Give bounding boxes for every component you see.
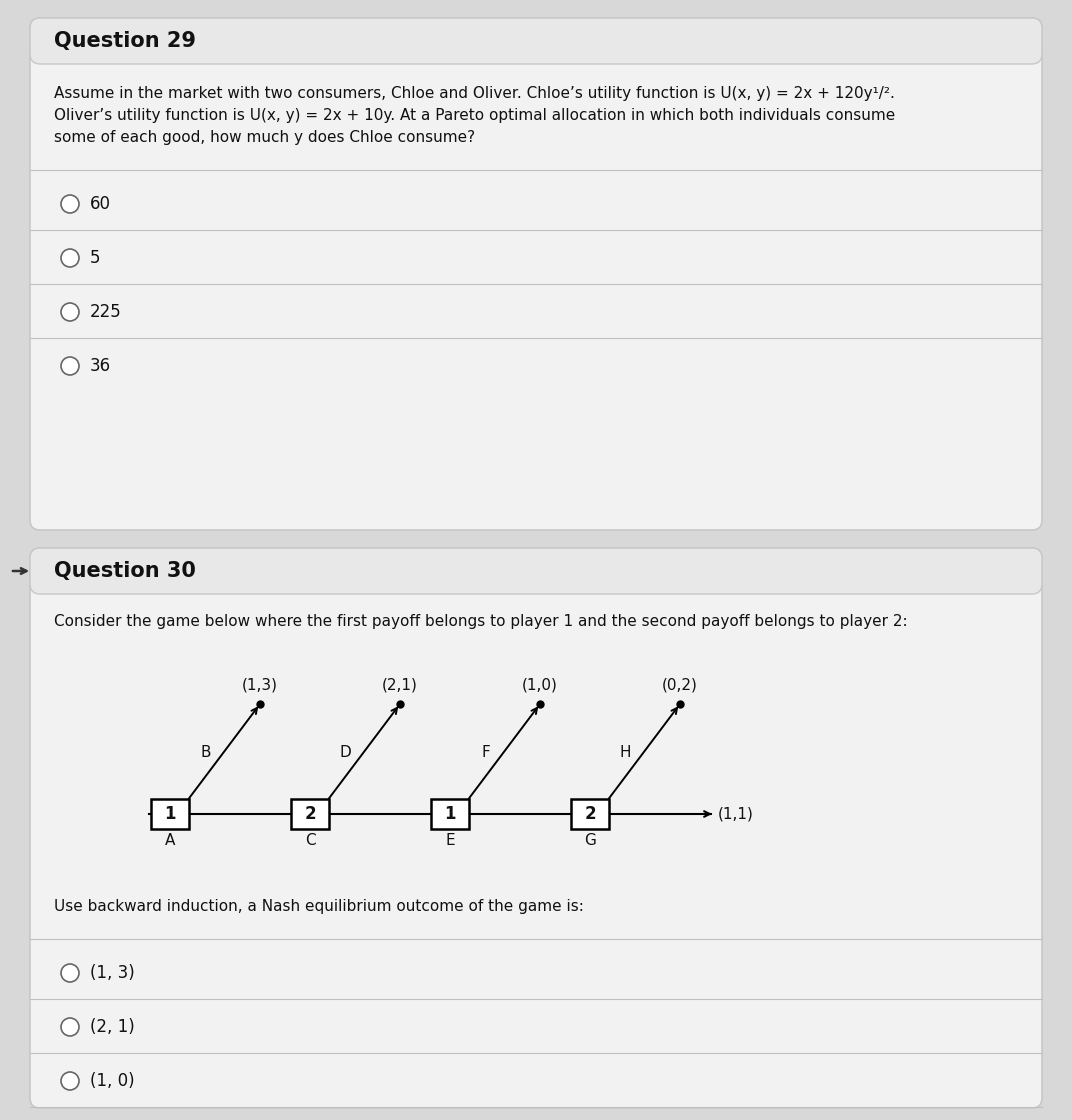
Text: 2: 2: [584, 805, 596, 823]
Text: Question 30: Question 30: [54, 561, 196, 581]
Text: (1,3): (1,3): [242, 676, 278, 692]
Text: E: E: [445, 833, 455, 848]
Circle shape: [61, 304, 79, 321]
Text: 2: 2: [304, 805, 316, 823]
Text: H: H: [620, 745, 631, 760]
Circle shape: [61, 1018, 79, 1036]
Text: 60: 60: [90, 195, 111, 213]
Text: (2,1): (2,1): [382, 676, 418, 692]
Text: G: G: [584, 833, 596, 848]
Circle shape: [61, 249, 79, 267]
Text: Oliver’s utility function is U(x, y) = 2x + 10y. At a Pareto optimal allocation : Oliver’s utility function is U(x, y) = 2…: [54, 108, 895, 123]
Text: (0,2): (0,2): [662, 676, 698, 692]
Circle shape: [61, 195, 79, 213]
Text: Consider the game below where the first payoff belongs to player 1 and the secon: Consider the game below where the first …: [54, 614, 908, 629]
Bar: [151, 799, 189, 829]
Text: D: D: [340, 745, 352, 760]
Text: Question 29: Question 29: [54, 31, 196, 52]
Text: 1: 1: [164, 805, 176, 823]
Circle shape: [61, 1072, 79, 1090]
FancyBboxPatch shape: [30, 548, 1042, 1108]
Text: A: A: [165, 833, 175, 848]
FancyBboxPatch shape: [30, 18, 1042, 530]
Text: 1: 1: [444, 805, 456, 823]
Bar: [431, 799, 470, 829]
Text: 36: 36: [90, 357, 111, 375]
Text: (1, 3): (1, 3): [90, 964, 135, 982]
Circle shape: [61, 357, 79, 375]
Text: (1,1): (1,1): [718, 806, 754, 821]
Text: C: C: [304, 833, 315, 848]
Text: B: B: [200, 745, 211, 760]
Text: Use backward induction, a Nash equilibrium outcome of the game is:: Use backward induction, a Nash equilibri…: [54, 899, 584, 914]
Text: some of each good, how much y does Chloe consume?: some of each good, how much y does Chloe…: [54, 130, 475, 144]
FancyBboxPatch shape: [30, 548, 1042, 594]
Text: (2, 1): (2, 1): [90, 1018, 135, 1036]
Circle shape: [61, 964, 79, 982]
Bar: [571, 799, 609, 829]
Text: (1, 0): (1, 0): [90, 1072, 135, 1090]
Text: (1,0): (1,0): [522, 676, 557, 692]
Text: 225: 225: [90, 304, 122, 321]
Text: Assume in the market with two consumers, Chloe and Oliver. Chloe’s utility funct: Assume in the market with two consumers,…: [54, 86, 895, 101]
Bar: [291, 799, 329, 829]
Text: F: F: [481, 745, 490, 760]
Text: 5: 5: [90, 249, 101, 267]
FancyBboxPatch shape: [30, 18, 1042, 64]
